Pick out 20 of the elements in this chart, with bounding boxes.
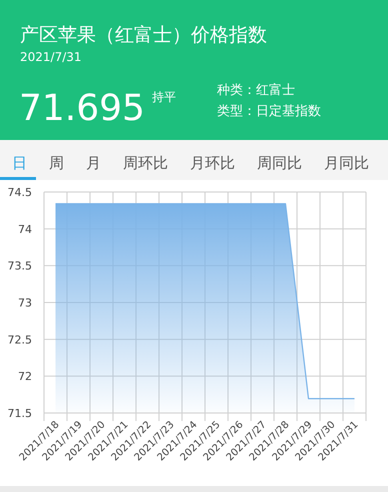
text: 持平 (152, 90, 176, 104)
text: 月环比 (190, 154, 235, 172)
y-tick-label: 71.5 (8, 407, 32, 420)
y-tick-label: 72 (18, 370, 32, 384)
text: 月 (86, 154, 101, 172)
y-tick-label: 73 (18, 296, 32, 310)
text: 种类：红富士 (217, 82, 295, 98)
y-tick-label: 72.5 (8, 333, 32, 346)
chart-subtitle: 2021/7/31 (20, 50, 82, 64)
text: 月同比 (324, 154, 369, 172)
text: 日 (12, 154, 27, 172)
text: 周同比 (257, 154, 302, 172)
text: 71.695 (19, 88, 145, 129)
text: 周 (49, 154, 64, 172)
text: 周环比 (123, 154, 168, 172)
y-tick-label: 73.5 (8, 260, 32, 273)
chart-title: 产区苹果（红富士）价格指数 (20, 24, 267, 46)
y-tick-label: 74 (18, 222, 32, 236)
text: 类型：日定基指数 (217, 104, 321, 119)
y-tick-label: 74.5 (8, 186, 32, 199)
